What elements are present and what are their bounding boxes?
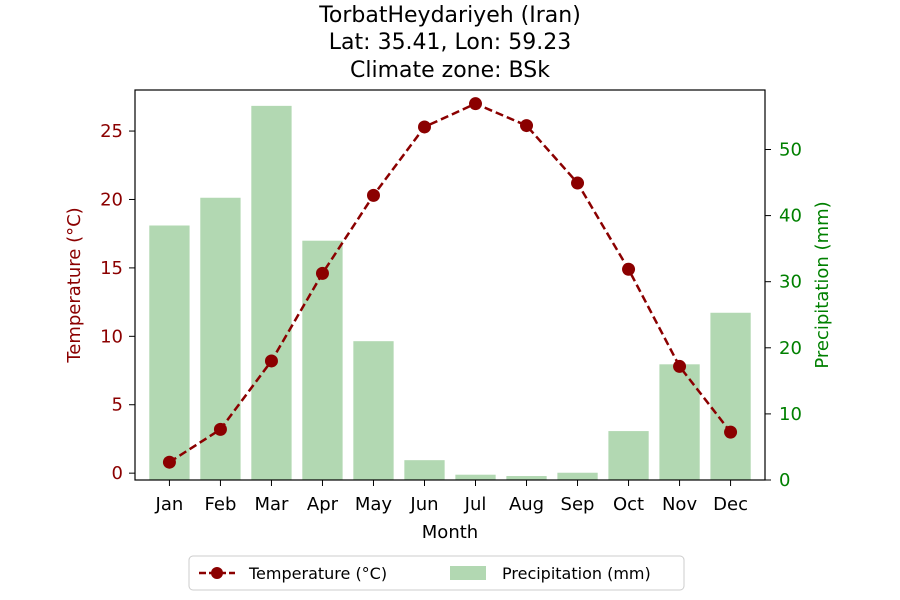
x-tick-label-jan: Jan: [155, 494, 184, 515]
temperature-point-nov: [673, 359, 687, 373]
precipitation-bar-oct: [608, 431, 649, 480]
precipitation-bars: [149, 105, 751, 480]
x-tick-label-aug: Aug: [509, 494, 544, 515]
temperature-point-aug: [520, 119, 534, 133]
precipitation-bar-dec: [710, 312, 751, 480]
legend-temperature-marker: [211, 567, 223, 579]
temperature-line: [168, 102, 732, 464]
x-tick-label-nov: Nov: [662, 494, 697, 515]
precipitation-bar-sep: [557, 472, 598, 480]
temperature-tick-label: 15: [100, 258, 123, 279]
temperature-point-dec: [724, 425, 738, 439]
precipitation-axis: 0 10 20 30 40 50: [765, 139, 802, 491]
legend-frame: [188, 555, 685, 591]
x-tick-label-oct: Oct: [613, 494, 644, 515]
temperature-axis: 0 5 10 15 20 25: [100, 121, 135, 484]
temperature-point-sep: [571, 176, 585, 190]
precipitation-bar-mar: [251, 105, 292, 480]
chart-title-line-3: Climate zone: BSk: [350, 58, 550, 83]
temperature-point-feb: [213, 422, 227, 436]
precipitation-bar-nov: [659, 364, 700, 480]
chart-title: TorbatHeydariyeh (Iran) Lat: 35.41, Lon:…: [318, 3, 581, 83]
chart-title-line-1: TorbatHeydariyeh (Iran): [318, 3, 581, 28]
x-tick-label-mar: Mar: [254, 494, 289, 515]
temperature-point-jan: [162, 455, 176, 469]
temperature-point-apr: [315, 266, 329, 280]
temperature-point-mar: [264, 354, 278, 368]
temperature-tick-label: 10: [100, 326, 123, 347]
temperature-point-jun: [417, 120, 431, 134]
x-tick-label-sep: Sep: [561, 494, 595, 515]
precipitation-axis-label: Precipitation (mm): [812, 201, 833, 368]
precipitation-tick-label: 30: [779, 272, 802, 293]
temperature-point-oct: [622, 262, 636, 276]
temperature-tick-label: 25: [100, 121, 123, 142]
x-tick-label-may: May: [355, 494, 393, 515]
precipitation-tick-label: 40: [779, 206, 802, 227]
precipitation-tick-label: 0: [779, 470, 790, 491]
precipitation-bar-jun: [404, 460, 445, 480]
x-axis-label: Month: [422, 522, 478, 543]
precipitation-bar-apr: [302, 240, 343, 480]
temperature-tick-label: 0: [112, 463, 123, 484]
precipitation-bar-jul: [455, 474, 496, 480]
precipitation-bar-feb: [200, 197, 241, 480]
legend: Temperature (°C) Precipitation (mm): [188, 555, 685, 591]
chart-title-line-2: Lat: 35.41, Lon: 59.23: [329, 30, 571, 55]
legend-precipitation-label: Precipitation (mm): [502, 564, 651, 583]
x-tick-label-dec: Dec: [713, 494, 748, 515]
x-tick-label-jul: Jul: [464, 494, 487, 515]
plot-frame: [134, 89, 766, 481]
precipitation-tick-label: 10: [779, 404, 802, 425]
x-axis: Jan Feb Mar Apr May Jun Jul Aug Sep Oct Nov Dec: [155, 480, 748, 515]
temperature-point-jul: [469, 97, 483, 111]
legend-precipitation-swatch: [450, 566, 486, 580]
x-tick-label-feb: Feb: [205, 494, 237, 515]
temperature-tick-label: 20: [100, 189, 123, 210]
legend-temperature-label: Temperature (°C): [248, 564, 387, 583]
x-tick-label-jun: Jun: [409, 494, 438, 515]
precipitation-tick-label: 50: [779, 139, 802, 160]
precipitation-bar-may: [353, 341, 394, 480]
temperature-point-may: [366, 188, 380, 202]
temperature-axis-label: Temperature (°C): [64, 207, 85, 363]
x-tick-label-apr: Apr: [307, 494, 339, 515]
temperature-tick-label: 5: [112, 395, 123, 416]
precipitation-tick-label: 20: [779, 338, 802, 359]
precipitation-bar-jan: [149, 225, 190, 480]
precipitation-bar-aug: [506, 476, 547, 480]
temperature-series: [162, 97, 738, 469]
